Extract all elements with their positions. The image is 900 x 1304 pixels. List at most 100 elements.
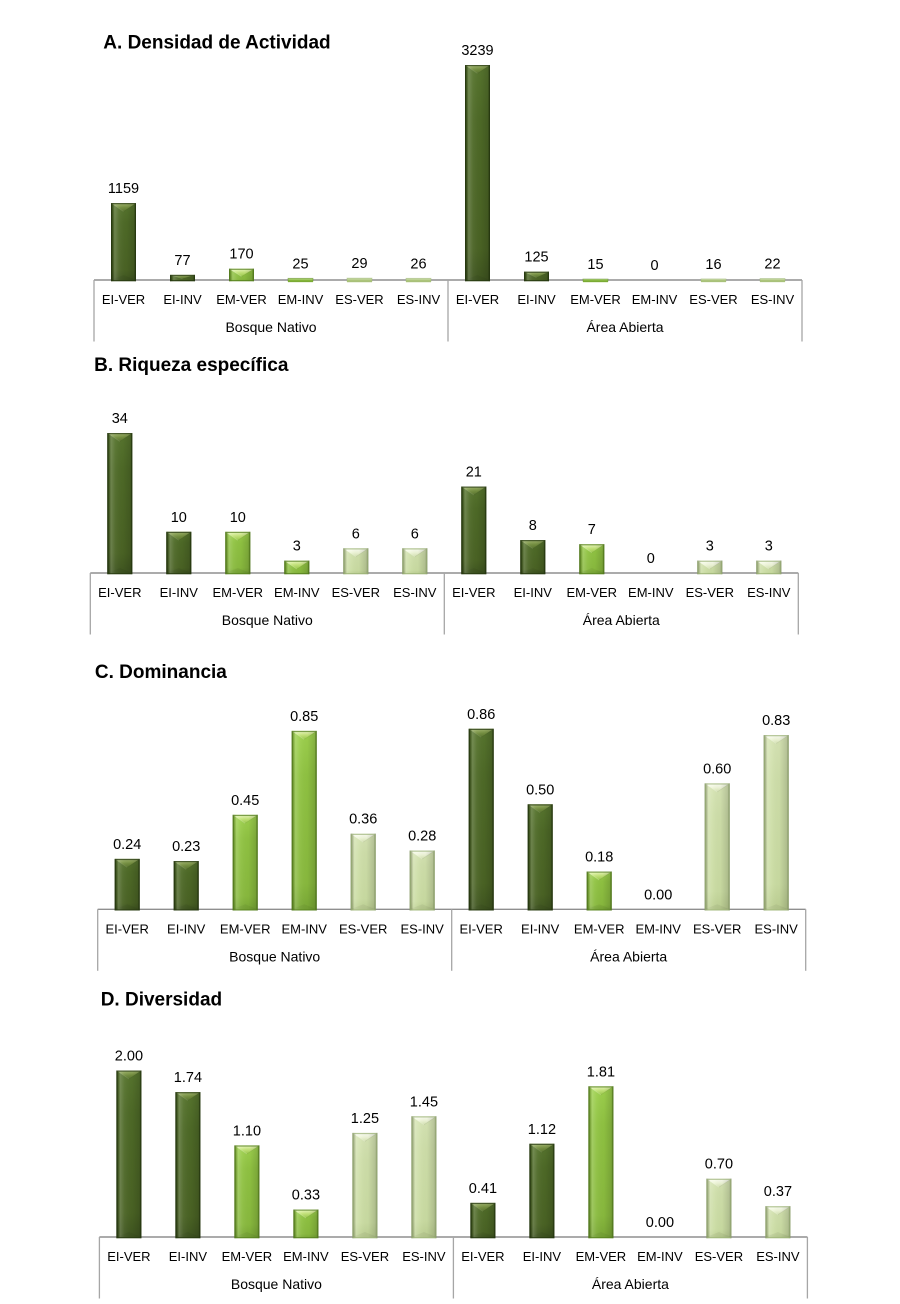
svg-text:Bosque Nativo: Bosque Nativo: [231, 1276, 322, 1292]
svg-text:ES-VER: ES-VER: [686, 585, 734, 600]
svg-text:Área Abierta: Área Abierta: [586, 319, 663, 335]
svg-text:EM-VER: EM-VER: [222, 1249, 273, 1264]
svg-text:170: 170: [229, 247, 253, 263]
svg-text:EM-VER: EM-VER: [574, 921, 625, 936]
svg-text:0.28: 0.28: [408, 829, 436, 845]
svg-text:1.10: 1.10: [233, 1123, 261, 1139]
svg-text:3: 3: [765, 539, 773, 555]
svg-text:6: 6: [352, 526, 360, 542]
svg-text:ES-INV: ES-INV: [397, 292, 441, 307]
svg-text:21: 21: [466, 465, 482, 481]
svg-text:2.00: 2.00: [115, 1049, 143, 1065]
svg-text:6: 6: [411, 526, 419, 542]
svg-text:0: 0: [647, 551, 655, 567]
svg-text:EI-INV: EI-INV: [167, 921, 206, 936]
svg-text:0.36: 0.36: [349, 812, 377, 828]
svg-text:10: 10: [171, 510, 187, 526]
svg-text:0.86: 0.86: [467, 707, 495, 723]
svg-text:EM-INV: EM-INV: [632, 292, 678, 307]
svg-text:EI-INV: EI-INV: [521, 921, 560, 936]
svg-text:Bosque Nativo: Bosque Nativo: [222, 612, 313, 628]
svg-text:15: 15: [587, 257, 603, 273]
svg-text:C. Dominancia: C. Dominancia: [95, 662, 227, 683]
svg-text:EI-VER: EI-VER: [102, 292, 145, 307]
svg-text:EM-INV: EM-INV: [628, 585, 674, 600]
svg-text:EM-VER: EM-VER: [570, 292, 621, 307]
svg-text:ES-VER: ES-VER: [332, 585, 380, 600]
svg-text:ES-VER: ES-VER: [689, 292, 737, 307]
svg-text:0.83: 0.83: [762, 713, 790, 729]
svg-text:EI-VER: EI-VER: [452, 585, 495, 600]
svg-text:Área Abierta: Área Abierta: [592, 1276, 669, 1292]
svg-text:ES-VER: ES-VER: [339, 921, 387, 936]
svg-text:0.50: 0.50: [526, 782, 554, 798]
svg-text:EI-INV: EI-INV: [163, 292, 202, 307]
svg-text:EI-INV: EI-INV: [160, 585, 199, 600]
svg-text:EI-VER: EI-VER: [460, 921, 503, 936]
svg-text:0.85: 0.85: [290, 709, 318, 725]
svg-text:ES-INV: ES-INV: [402, 1249, 446, 1264]
svg-text:ES-VER: ES-VER: [695, 1249, 743, 1264]
svg-text:34: 34: [112, 411, 128, 427]
svg-text:0.00: 0.00: [644, 887, 672, 903]
svg-text:EI-INV: EI-INV: [517, 292, 556, 307]
svg-text:EM-INV: EM-INV: [635, 921, 681, 936]
svg-text:1.81: 1.81: [587, 1064, 615, 1080]
svg-text:8: 8: [529, 518, 537, 534]
svg-text:3: 3: [706, 539, 714, 555]
svg-text:26: 26: [410, 256, 426, 272]
svg-text:0.33: 0.33: [292, 1188, 320, 1204]
svg-text:ES-INV: ES-INV: [751, 292, 795, 307]
svg-text:29: 29: [351, 256, 367, 272]
svg-text:EI-VER: EI-VER: [107, 1249, 150, 1264]
svg-text:EM-VER: EM-VER: [220, 921, 271, 936]
svg-text:0.41: 0.41: [469, 1181, 497, 1197]
svg-text:EI-VER: EI-VER: [461, 1249, 504, 1264]
svg-text:ES-VER: ES-VER: [335, 292, 383, 307]
svg-text:1.74: 1.74: [174, 1070, 202, 1086]
svg-text:ES-VER: ES-VER: [693, 921, 741, 936]
svg-text:EM-INV: EM-INV: [278, 292, 324, 307]
svg-text:Bosque Nativo: Bosque Nativo: [225, 319, 316, 335]
svg-text:EM-VER: EM-VER: [216, 292, 267, 307]
svg-text:0.00: 0.00: [646, 1215, 674, 1231]
svg-text:EM-VER: EM-VER: [576, 1249, 627, 1264]
svg-text:ES-INV: ES-INV: [393, 585, 437, 600]
svg-text:3: 3: [293, 539, 301, 555]
svg-text:D. Diversidad: D. Diversidad: [101, 990, 222, 1011]
svg-text:EM-INV: EM-INV: [281, 921, 327, 936]
svg-text:0.70: 0.70: [705, 1157, 733, 1173]
svg-text:EI-INV: EI-INV: [523, 1249, 562, 1264]
svg-text:10: 10: [230, 510, 246, 526]
svg-text:B. Riqueza específica: B. Riqueza específica: [94, 355, 289, 376]
svg-text:A. Densidad de Actividad: A. Densidad de Actividad: [103, 33, 330, 54]
svg-text:0: 0: [650, 258, 658, 274]
svg-text:0.37: 0.37: [764, 1184, 792, 1200]
svg-text:25: 25: [292, 256, 308, 272]
svg-text:EI-INV: EI-INV: [514, 585, 553, 600]
svg-text:1159: 1159: [108, 181, 139, 197]
svg-text:ES-INV: ES-INV: [756, 1249, 800, 1264]
svg-text:0.23: 0.23: [172, 839, 200, 855]
svg-text:EI-VER: EI-VER: [98, 585, 141, 600]
svg-text:16: 16: [705, 257, 721, 273]
svg-text:1.45: 1.45: [410, 1094, 438, 1110]
svg-text:125: 125: [524, 250, 548, 266]
svg-text:1.12: 1.12: [528, 1122, 556, 1138]
svg-text:ES-VER: ES-VER: [341, 1249, 389, 1264]
svg-text:0.60: 0.60: [703, 761, 731, 777]
svg-text:EM-VER: EM-VER: [213, 585, 264, 600]
svg-text:EI-VER: EI-VER: [456, 292, 499, 307]
svg-text:EM-VER: EM-VER: [567, 585, 618, 600]
svg-text:7: 7: [588, 522, 596, 538]
svg-text:EM-INV: EM-INV: [274, 585, 320, 600]
svg-text:Bosque Nativo: Bosque Nativo: [229, 948, 320, 964]
svg-text:EI-VER: EI-VER: [106, 921, 149, 936]
svg-text:Área Abierta: Área Abierta: [583, 612, 660, 628]
svg-text:1.25: 1.25: [351, 1111, 379, 1127]
svg-text:ES-INV: ES-INV: [747, 585, 791, 600]
svg-text:3239: 3239: [461, 43, 493, 59]
svg-text:0.24: 0.24: [113, 837, 141, 853]
svg-text:0.18: 0.18: [585, 850, 613, 866]
svg-text:EM-INV: EM-INV: [283, 1249, 329, 1264]
